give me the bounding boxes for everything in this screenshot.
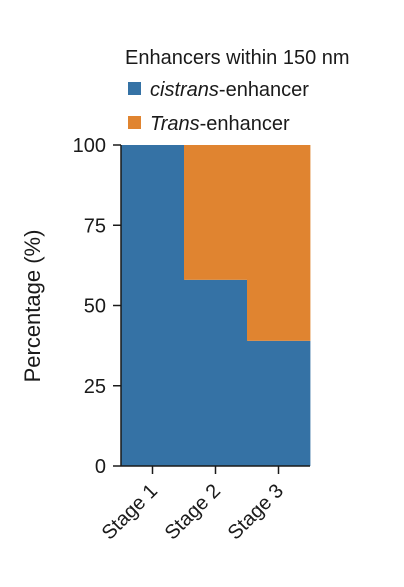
y-tick-label-50: 50: [84, 296, 106, 318]
bar-trans-2: [184, 145, 248, 280]
legend-label-2: Trans-enhancer: [150, 113, 290, 135]
legend-title: Enhancers within 150 nm: [125, 47, 350, 69]
legend-label-suffix-1: -enhancer: [219, 79, 309, 101]
y-tick-label-0: 0: [95, 456, 106, 478]
legend-swatch-1: [128, 82, 141, 95]
chart-legend: Enhancers within 150 nm cistrans-enhance…: [125, 47, 350, 135]
bar-cistrans-1: [121, 145, 185, 466]
bar-cistrans-2: [184, 279, 248, 466]
bars-group: [121, 145, 311, 466]
legend-label-suffix-2: -enhancer: [200, 113, 290, 135]
y-tick-label-75: 75: [84, 215, 106, 237]
y-tick-label-25: 25: [84, 376, 106, 398]
legend-label-italic-2: Trans: [150, 113, 200, 135]
y-axis: 0 25 50 75 100: [73, 135, 122, 478]
legend-label-1: cistrans-enhancer: [150, 79, 309, 101]
x-tick-label-2: Stage 2: [161, 480, 225, 544]
x-tick-label-1: Stage 1: [98, 480, 162, 544]
x-tick-label-3: Stage 3: [224, 480, 288, 544]
legend-label-italic-1: cistrans: [150, 79, 219, 101]
bar-cistrans-3: [247, 340, 311, 466]
legend-swatch-2: [128, 116, 141, 129]
bar-trans-3: [247, 145, 311, 341]
y-axis-label: Percentage (%): [20, 230, 45, 383]
y-tick-label-100: 100: [73, 135, 106, 157]
